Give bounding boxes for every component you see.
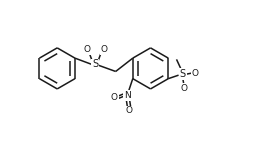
Text: O: O (191, 69, 198, 78)
Text: O: O (125, 106, 132, 115)
Text: S: S (180, 69, 186, 79)
Text: O: O (83, 45, 90, 54)
Text: O: O (100, 45, 107, 54)
Text: O: O (111, 93, 118, 102)
Text: O: O (180, 84, 187, 93)
Text: S: S (92, 59, 98, 69)
Text: N: N (124, 91, 130, 100)
